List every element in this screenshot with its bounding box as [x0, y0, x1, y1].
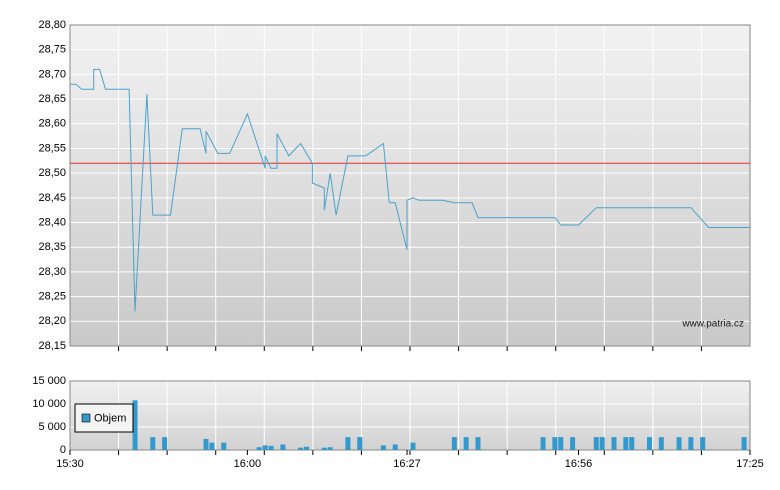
price-line [70, 68, 750, 312]
y-tick-label: 28,30 [38, 266, 66, 278]
y-tick-label: 28,40 [38, 216, 66, 228]
volume-bar [298, 447, 304, 450]
y-tick-label: 28,50 [38, 167, 66, 179]
volume-bar [345, 437, 351, 450]
volume-bar [463, 437, 469, 450]
volume-bar [203, 438, 209, 450]
volume-bar [646, 437, 652, 450]
y-tick-label: 28,45 [38, 192, 66, 204]
volume-bar [475, 437, 481, 450]
volume-bar [623, 437, 629, 450]
volume-bar [268, 445, 274, 450]
volume-bar [150, 437, 156, 450]
volume-bar [209, 442, 215, 450]
y-tick-label: 28,15 [38, 340, 66, 352]
volume-bar [357, 437, 363, 450]
x-tick-label: 15:30 [56, 458, 84, 470]
legend-swatch [81, 413, 91, 423]
volume-bar [162, 437, 168, 450]
volume-bar [700, 437, 706, 450]
y-tick-label: 28,65 [38, 93, 66, 105]
y-tick-label: 10 000 [32, 398, 66, 410]
volume-bar [593, 437, 599, 450]
y-tick-label: 28,55 [38, 142, 66, 154]
volume-bar [552, 437, 558, 450]
y-tick-label: 28,70 [38, 68, 66, 80]
y-tick-label: 28,25 [38, 291, 66, 303]
volume-bar [304, 446, 310, 450]
plot-frame [69, 380, 751, 451]
volume-bar [380, 445, 386, 450]
volume-bar [611, 437, 617, 450]
x-tick-label: 17:25 [736, 458, 764, 470]
y-tick-label: 28,60 [38, 118, 66, 130]
volume-bar [410, 442, 416, 450]
y-tick-label: 28,35 [38, 241, 66, 253]
volume-bar [132, 400, 138, 450]
volume-bar [570, 437, 576, 450]
volume-bar [392, 444, 398, 450]
volume-bar [221, 442, 227, 450]
volume-bar [629, 437, 635, 450]
volume-bar [558, 437, 564, 450]
volume-bar [451, 437, 457, 450]
watermark: www.patria.cz [681, 319, 744, 330]
y-tick-label: 0 [60, 444, 66, 456]
x-tick-label: 16:56 [565, 458, 593, 470]
y-tick-label: 28,80 [38, 19, 66, 31]
legend-label: Objem [94, 412, 126, 424]
x-tick-label: 16:00 [234, 458, 262, 470]
volume-bar [321, 447, 327, 450]
volume-bar [262, 445, 268, 450]
volume-bar [256, 447, 262, 450]
y-tick-label: 15 000 [32, 375, 66, 387]
volume-bar [327, 447, 333, 450]
volume-bar [658, 437, 664, 450]
volume-bar [540, 437, 546, 450]
y-tick-label: 28,75 [38, 44, 66, 56]
volume-bar [599, 437, 605, 450]
volume-bar [280, 444, 286, 450]
volume-bar [688, 437, 694, 450]
y-tick-label: 28,20 [38, 315, 66, 327]
volume-bar [676, 437, 682, 450]
x-tick-label: 16:27 [393, 458, 421, 470]
y-tick-label: 5 000 [38, 421, 66, 433]
volume-bar [741, 437, 747, 450]
plot-frame [69, 24, 751, 347]
